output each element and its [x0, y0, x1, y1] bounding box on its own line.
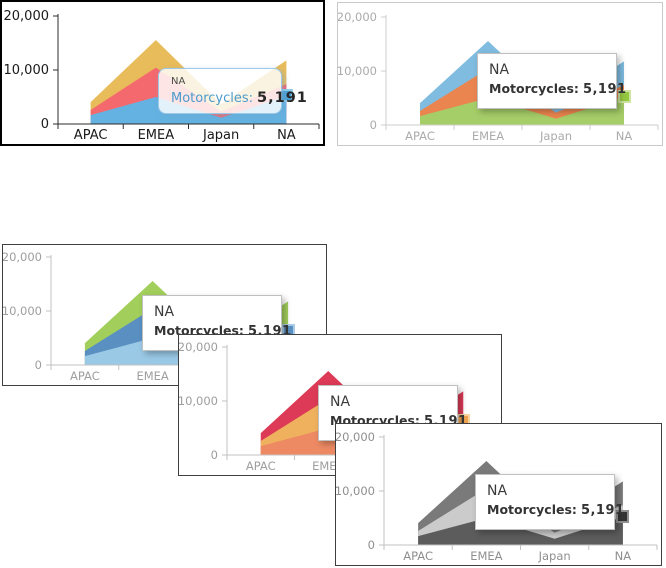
- y-axis-label: 20,000: [4, 9, 50, 24]
- x-axis-label-emea: EMEA: [472, 129, 504, 143]
- y-axis-label: 10,000: [338, 64, 377, 78]
- x-axis-label-japan: Japan: [202, 128, 239, 143]
- tooltip-series-label: Motorcycles:: [489, 81, 579, 96]
- y-axis-label: 0: [370, 118, 377, 132]
- tooltip-series-label: Motorcycles:: [171, 91, 254, 106]
- y-axis-label: 20,000: [338, 10, 377, 24]
- tooltip-value: 5,191: [580, 503, 625, 518]
- y-axis-label: 20,000: [3, 250, 42, 264]
- y-axis-label: 0: [211, 448, 218, 462]
- y-axis-label: 10,000: [179, 394, 218, 408]
- x-axis-label-japan: Japan: [539, 129, 572, 143]
- y-axis-label: 20,000: [179, 340, 218, 354]
- x-axis-label-apac: APAC: [74, 128, 108, 143]
- theme-chart-5: 0 10,000 20,000 APAC EMEA Japan NA NA Motorcyc…: [335, 423, 662, 566]
- area-series-1[interactable]: [420, 96, 624, 125]
- tooltip-value: 5,191: [257, 90, 308, 106]
- x-axis-label-emea: EMEA: [470, 549, 502, 563]
- x-axis-label-apac: APAC: [403, 549, 433, 563]
- x-axis-label-emea: EMEA: [138, 128, 175, 143]
- y-axis-label: 0: [35, 358, 42, 372]
- y-axis-label: 0: [41, 117, 49, 132]
- tooltip: NA Motorcycles: 5,191: [158, 68, 307, 114]
- x-axis-label-japan: Japan: [538, 549, 571, 563]
- theme-chart-2: 0 10,000 20,000 APAC EMEA Japan NA NA Motorcyc…: [337, 2, 663, 146]
- tooltip: NA Motorcycles: 5,191: [475, 474, 624, 530]
- tooltip-value-line: Motorcycles: 5,191: [487, 499, 625, 518]
- data-point-bullet[interactable]: [617, 90, 631, 104]
- x-axis-label-na: NA: [616, 129, 633, 143]
- x-axis-label-apac: APAC: [70, 369, 100, 383]
- tooltip-value-line: Motorcycles: 5,191: [171, 87, 308, 106]
- tooltip-category: NA: [171, 76, 186, 87]
- y-axis-label: 10,000: [4, 63, 50, 78]
- x-axis-label-na: NA: [277, 128, 296, 143]
- x-axis-label-emea: EMEA: [136, 369, 168, 383]
- theme-chart-1: 0 10,000 20,000 APAC EMEA Japan NA NA Motorcyc…: [0, 0, 325, 146]
- x-axis-label-apac: APAC: [405, 129, 435, 143]
- y-axis-label: 10,000: [3, 304, 42, 318]
- tooltip-series-label: Motorcycles:: [487, 502, 577, 517]
- x-axis-label-na: NA: [615, 549, 632, 563]
- tooltip-category: NA: [489, 62, 510, 78]
- y-axis-label: 20,000: [336, 430, 375, 444]
- y-axis-label: 0: [368, 538, 375, 552]
- tooltip: NA Motorcycles: 5,191: [477, 53, 626, 109]
- tooltip-category: NA: [330, 394, 351, 410]
- tooltip-value: 5,191: [582, 82, 627, 97]
- tooltip-value-line: Motorcycles: 5,191: [489, 78, 627, 97]
- tooltip-category: NA: [154, 304, 175, 320]
- data-point-bullet[interactable]: [616, 510, 630, 524]
- tooltip-category: NA: [487, 483, 508, 499]
- x-axis-label-apac: APAC: [246, 459, 276, 473]
- y-axis-label: 10,000: [336, 484, 375, 498]
- area-series-1[interactable]: [418, 516, 623, 545]
